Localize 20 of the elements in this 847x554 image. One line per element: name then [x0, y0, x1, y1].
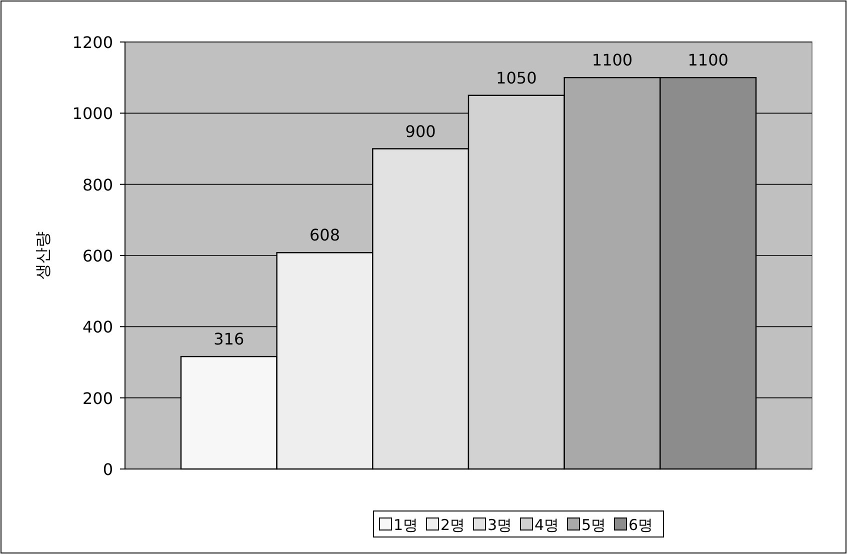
data-label: 1100: [592, 50, 633, 70]
y-tick-label: 0: [102, 460, 113, 479]
legend-label: 6명: [628, 516, 654, 534]
legend-label: 2명: [440, 516, 466, 534]
data-label: 608: [309, 226, 340, 245]
y-tick-label: 200: [82, 388, 113, 408]
legend-label: 5명: [582, 516, 606, 534]
legend-label: 4명: [534, 516, 560, 534]
legend-label: 3명: [488, 516, 512, 534]
y-tick-label: 1000: [72, 104, 113, 124]
data-label: 1050: [496, 68, 537, 88]
y-axis-title: 생산량: [33, 232, 52, 280]
y-tick-label: 800: [82, 175, 113, 194]
legend-label: 1명: [394, 516, 418, 534]
y-tick-label: 400: [82, 318, 113, 337]
y-tick-label: 1200: [72, 33, 113, 52]
data-label: 316: [214, 330, 244, 349]
data-label: 900: [405, 122, 436, 141]
data-label: 1100: [688, 50, 728, 70]
y-tick-label: 600: [82, 246, 113, 266]
